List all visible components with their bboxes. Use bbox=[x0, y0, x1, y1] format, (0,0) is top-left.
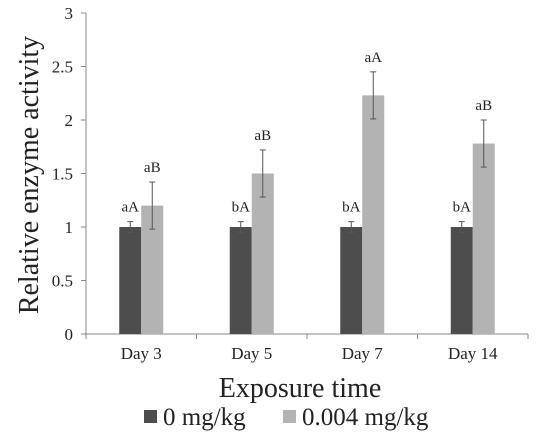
x-tick-label: Day 7 bbox=[342, 344, 384, 363]
y-axis-label: Relative enzyme activity bbox=[14, 36, 45, 314]
data-label: aB bbox=[254, 128, 271, 144]
y-tick-label: 2.5 bbox=[52, 58, 73, 77]
legend-swatch-0-004-mg-kg bbox=[283, 410, 296, 423]
legend: 0 mg/kg 0.004 mg/kg bbox=[144, 404, 429, 431]
legend-swatch-0-mg-kg bbox=[144, 410, 157, 423]
y-tick-label: 3 bbox=[65, 4, 74, 23]
y-tick-label: 0 bbox=[65, 325, 74, 344]
bar bbox=[340, 227, 363, 334]
bar bbox=[450, 227, 473, 334]
bar bbox=[141, 205, 164, 334]
data-label: aA bbox=[122, 200, 140, 216]
data-label: bA bbox=[453, 200, 472, 216]
x-tick-label: Day 5 bbox=[231, 344, 272, 363]
legend-label-0-004-mg-kg: 0.004 mg/kg bbox=[302, 404, 429, 431]
bar bbox=[251, 173, 274, 334]
bar bbox=[362, 95, 385, 334]
y-tick-label: 2 bbox=[65, 111, 74, 130]
bar bbox=[229, 227, 252, 334]
bar bbox=[472, 143, 495, 334]
y-tick-label: 1.5 bbox=[52, 165, 73, 184]
legend-label-0-mg-kg: 0 mg/kg bbox=[163, 404, 246, 431]
data-label: bA bbox=[342, 200, 361, 216]
data-label: aB bbox=[475, 98, 492, 114]
plot-area: 0 0.5 1 1.5 2 2.5 3 Day 3 aA aB Day 5 bA aB Day 7 bA aA… bbox=[52, 4, 529, 363]
x-tick-label: Day 14 bbox=[448, 344, 498, 363]
y-tick-label: 0.5 bbox=[52, 272, 73, 291]
bar bbox=[119, 227, 142, 334]
data-label: bA bbox=[232, 200, 251, 216]
data-label: aA bbox=[365, 50, 383, 66]
data-label: aB bbox=[144, 160, 161, 176]
y-tick-label: 1 bbox=[65, 218, 74, 237]
x-tick-label: Day 3 bbox=[121, 344, 162, 363]
x-axis-label: Exposure time bbox=[219, 373, 382, 404]
